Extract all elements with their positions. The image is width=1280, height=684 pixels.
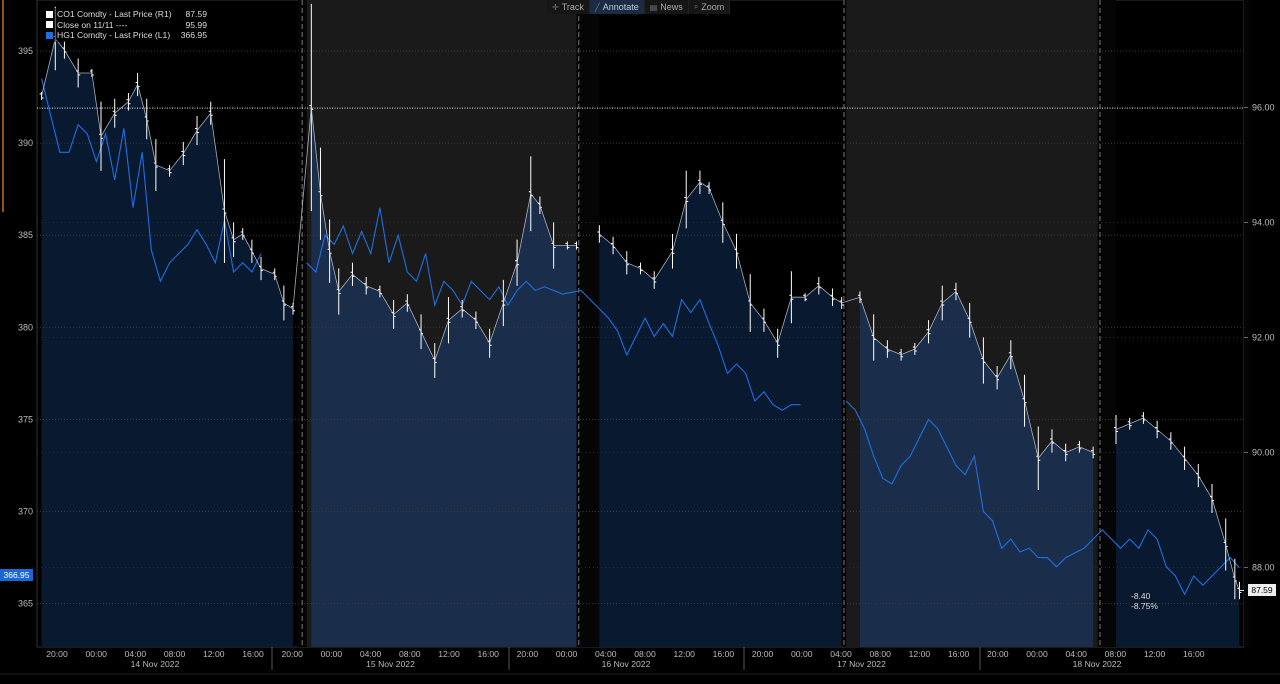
pencil-icon: ╱ bbox=[594, 2, 600, 12]
news-label: News bbox=[660, 2, 683, 12]
x-tick-label: 20:00 bbox=[46, 649, 68, 659]
legend-swatch-close bbox=[46, 21, 53, 29]
x-day-label: 16 Nov 2022 bbox=[602, 659, 651, 669]
x-tick-label: 12:00 bbox=[1144, 649, 1166, 659]
zoom-label: Zoom bbox=[701, 2, 725, 12]
news-icon: ▤ bbox=[649, 2, 658, 12]
co1-price-bar bbox=[597, 225, 602, 243]
x-tick-label: 00:00 bbox=[321, 649, 343, 659]
legend-item-close[interactable]: Close on 11/11 ---- 95.99 bbox=[46, 20, 207, 31]
co1-series-line bbox=[599, 181, 1094, 460]
x-tick-label: 20:00 bbox=[517, 649, 539, 659]
co1-series-line bbox=[1115, 417, 1240, 591]
x-tick-label: 12:00 bbox=[203, 649, 225, 659]
x-day-label: 14 Nov 2022 bbox=[131, 659, 180, 669]
legend-item-co1[interactable]: CO1 Comdty - Last Price (R1) 87.59 bbox=[46, 9, 207, 20]
x-tick-label: 00:00 bbox=[1026, 649, 1048, 659]
crosshair-icon: ✛ bbox=[552, 2, 559, 12]
news-button[interactable]: ▤ News bbox=[644, 0, 689, 14]
co1-area-fill bbox=[41, 38, 293, 647]
co1-price-bar bbox=[1091, 446, 1096, 459]
y-right-tick-label: 96.00 bbox=[1252, 103, 1275, 113]
hg1-series-line bbox=[845, 400, 1240, 596]
x-tick-label: 08:00 bbox=[634, 649, 656, 659]
x-tick-label: 04:00 bbox=[125, 649, 147, 659]
track-button[interactable]: ✛ Track bbox=[547, 0, 590, 14]
legend-value-close: 95.99 bbox=[185, 19, 207, 30]
x-tick-label: 08:00 bbox=[1105, 649, 1127, 659]
legend-value-co1: 87.59 bbox=[185, 9, 207, 19]
x-tick-label: 16:00 bbox=[948, 649, 970, 659]
legend-swatch-co1 bbox=[46, 10, 53, 18]
track-label: Track bbox=[561, 2, 584, 12]
x-tick-label: 12:00 bbox=[909, 649, 931, 659]
co1-last-price-tag: 87.59 bbox=[1248, 584, 1276, 596]
annotate-label: Annotate bbox=[602, 2, 639, 12]
x-tick-label: 04:00 bbox=[595, 649, 617, 659]
zoom-button[interactable]: ⌕ Zoom bbox=[688, 0, 731, 14]
legend-label-co1: CO1 Comdty - Last Price (R1) bbox=[57, 9, 172, 19]
x-tick-label: 00:00 bbox=[791, 649, 813, 659]
magnifier-icon: ⌕ bbox=[693, 2, 699, 11]
x-tick-label: 08:00 bbox=[869, 649, 891, 659]
co1-area-fill bbox=[1116, 418, 1240, 647]
y-left-tick-label: 395 bbox=[18, 46, 33, 56]
y-left-tick-label: 385 bbox=[18, 230, 33, 240]
co1-series-line bbox=[41, 37, 577, 362]
annotate-button[interactable]: ╱ Annotate bbox=[589, 0, 645, 14]
x-tick-label: 12:00 bbox=[438, 649, 460, 659]
legend-label-hg1: HG1 Comdty - Last Price (L1) bbox=[57, 30, 171, 40]
y-right-tick-label: 94.00 bbox=[1252, 218, 1275, 228]
co1-price-bar bbox=[1113, 415, 1118, 444]
chart-toolbar: ✛ Track ╱ Annotate ▤ News ⌕ Zoom bbox=[547, 0, 731, 14]
legend-item-hg1[interactable]: HG1 Comdty - Last Price (L1) 366.95 bbox=[46, 30, 207, 41]
x-tick-label: 16:00 bbox=[242, 649, 264, 659]
session-gap bbox=[1244, 0, 1249, 647]
x-tick-label: 04:00 bbox=[1065, 649, 1087, 659]
x-tick-label: 00:00 bbox=[556, 649, 578, 659]
x-tick-label: 16:00 bbox=[713, 649, 735, 659]
session-gap bbox=[576, 0, 600, 647]
session-gap bbox=[1097, 0, 1116, 647]
x-tick-label: 16:00 bbox=[477, 649, 499, 659]
y-left-tick-label: 380 bbox=[18, 322, 33, 332]
x-tick-label: 20:00 bbox=[281, 649, 303, 659]
hg1-series-line bbox=[306, 207, 801, 411]
hg1-last-price-tag: 366.95 bbox=[0, 569, 33, 581]
x-tick-label: 00:00 bbox=[85, 649, 107, 659]
x-tick-label: 20:00 bbox=[752, 649, 774, 659]
co1-area-fill bbox=[599, 182, 842, 647]
x-day-label: 17 Nov 2022 bbox=[837, 659, 886, 669]
chart-legend: CO1 Comdty - Last Price (R1) 87.59 Close… bbox=[44, 8, 209, 42]
y-left-tick-label: 370 bbox=[18, 507, 33, 517]
y-left-tick-label: 390 bbox=[18, 138, 33, 148]
x-tick-label: 12:00 bbox=[673, 649, 695, 659]
y-right-tick-label: 90.00 bbox=[1252, 448, 1275, 458]
x-tick-label: 04:00 bbox=[830, 649, 852, 659]
co1-area-fill bbox=[311, 107, 577, 647]
y-right-tick-label: 92.00 bbox=[1252, 333, 1275, 343]
y-right-tick-label: 88.00 bbox=[1252, 563, 1275, 573]
x-tick-label: 08:00 bbox=[399, 649, 421, 659]
legend-value-hg1: 366.95 bbox=[180, 30, 207, 40]
x-day-label: 15 Nov 2022 bbox=[366, 659, 415, 669]
legend-swatch-hg1 bbox=[46, 31, 53, 39]
x-tick-label: 04:00 bbox=[360, 649, 382, 659]
x-tick-label: 20:00 bbox=[987, 649, 1009, 659]
co1-price-bar bbox=[39, 92, 44, 100]
y-left-tick-label: 375 bbox=[18, 414, 33, 424]
y-left-tick-label: 365 bbox=[18, 599, 33, 609]
legend-label-close: Close on 11/11 ---- bbox=[57, 19, 128, 30]
x-tick-label: 16:00 bbox=[1183, 649, 1205, 659]
change-absolute: -8.40 bbox=[1131, 591, 1151, 601]
x-tick-label: 08:00 bbox=[164, 649, 186, 659]
change-percent: -8.75% bbox=[1131, 601, 1158, 611]
x-day-label: 18 Nov 2022 bbox=[1073, 659, 1122, 669]
